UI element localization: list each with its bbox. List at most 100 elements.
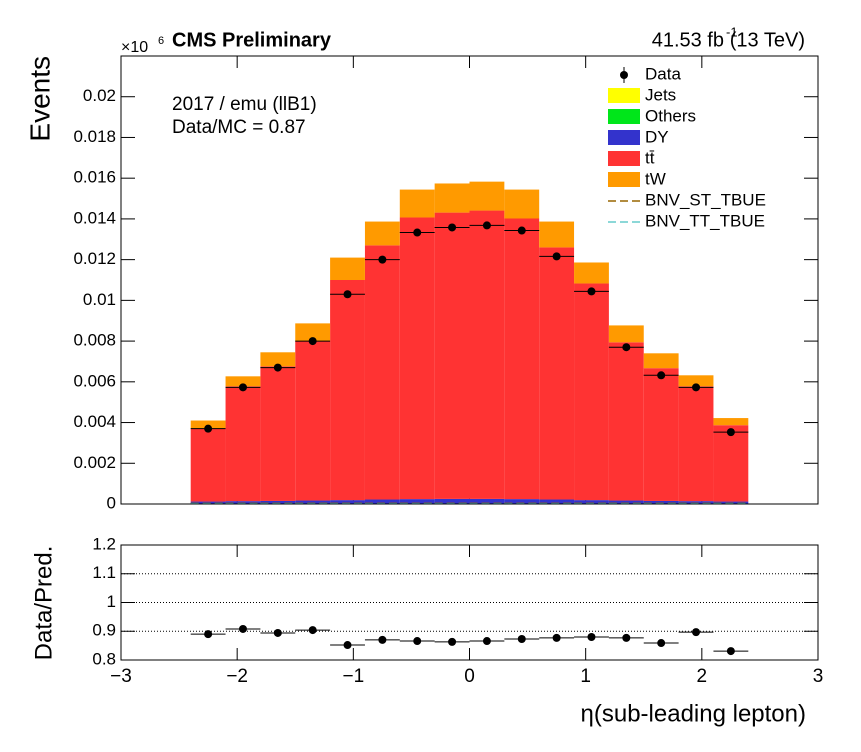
y-tick-label: 1.1 (92, 563, 116, 582)
bar-segment (225, 376, 261, 387)
data-point (273, 363, 282, 372)
data-point (587, 287, 596, 296)
bar-segment (713, 501, 749, 504)
bar-segment (643, 353, 679, 369)
y-tick-label: 0.9 (92, 621, 116, 640)
chart-title: CMS Preliminary (172, 29, 332, 51)
y-tick-label: 0.8 (92, 649, 116, 668)
legend-label: BNV_TT_TBUE (645, 211, 765, 230)
y-tick-label: 0.006 (73, 371, 116, 390)
y-tick-label: 0.008 (73, 331, 116, 350)
energy: (13 TeV) (730, 29, 805, 51)
ratio-point (587, 633, 596, 641)
bar-segment (574, 500, 609, 504)
ratio-point (308, 626, 317, 635)
ratio-point (413, 637, 422, 646)
bar-segment (364, 221, 400, 246)
bar-segment (574, 283, 609, 501)
bar-segment (399, 499, 435, 504)
bar-segment (539, 221, 575, 248)
y-tick-label: 0.002 (73, 453, 116, 472)
ratio-point (448, 637, 457, 646)
bar-segment (190, 420, 226, 429)
ratio-point (657, 639, 666, 648)
y-tick-label: 0.01 (83, 290, 116, 309)
data-point (343, 290, 352, 299)
data-point (413, 228, 422, 237)
legend-label: tW (645, 169, 666, 188)
y-tick-label: 0.016 (73, 168, 116, 187)
bar-segment (678, 375, 714, 387)
bar-segment (469, 498, 505, 504)
ratio-point (482, 637, 491, 646)
plot-frame (120, 55, 819, 505)
bar-segment (399, 189, 435, 218)
y-tick-label: 0.018 (73, 127, 116, 146)
y-tick-label: 0 (107, 493, 116, 512)
bar-segment (643, 500, 679, 504)
bar-segment (608, 342, 644, 501)
data-point (726, 428, 735, 437)
y-tick-label: 1 (107, 592, 116, 611)
x-tick-label: 0 (464, 666, 475, 687)
bar-segment (225, 501, 261, 504)
annotation: 2017 / emu (llB1) (172, 94, 317, 115)
x-tick-label: −1 (342, 666, 364, 687)
bar-segment (434, 183, 470, 213)
ratio-point (273, 628, 282, 637)
bar-segment (504, 218, 540, 500)
legend-label: DY (645, 127, 669, 146)
ratio-point (378, 635, 387, 644)
data-point (622, 343, 631, 352)
legend-label: Others (645, 106, 696, 125)
bar-segment (330, 500, 365, 504)
legend-label: Jets (645, 85, 676, 104)
bar-segment (713, 425, 749, 502)
x-tick-label: 3 (813, 666, 824, 687)
ratio-point (204, 630, 213, 639)
bar-segment (295, 500, 331, 504)
scale-exponent: 6 (158, 35, 164, 47)
bar-segment (469, 210, 505, 499)
bar-segment (643, 368, 679, 501)
ratio-point (726, 647, 735, 656)
legend-label: BNV_ST_TBUE (645, 190, 766, 209)
ratio-point (692, 628, 701, 637)
x-axis-label: η(sub-leading lepton) (581, 700, 806, 727)
y-tick-label: 0.004 (73, 412, 116, 431)
bar-segment (434, 498, 470, 504)
ratio-point (622, 633, 631, 642)
bar-segment (225, 386, 261, 502)
bar-segment (678, 501, 714, 504)
scale-label: ×10 (121, 39, 148, 56)
legend-swatch (608, 172, 640, 187)
y-tick-label: 0.014 (73, 208, 116, 227)
x-tick-label: −3 (110, 666, 132, 687)
bar-segment (713, 418, 749, 426)
bar-segment (399, 217, 435, 500)
ratio-point (552, 633, 561, 642)
annotation: Data/MC = 0.87 (172, 117, 306, 138)
plot-frame (120, 544, 819, 661)
data-point (448, 223, 457, 232)
bar-segment (330, 257, 365, 280)
y-tick-label: 0.02 (83, 86, 116, 105)
bar-segment (434, 212, 470, 499)
bar-segment (190, 428, 226, 502)
bar-segment (574, 262, 609, 284)
legend-swatch (608, 109, 640, 124)
ratio-point (517, 635, 526, 644)
bar-segment (539, 247, 575, 500)
bar-segment (469, 181, 505, 211)
data-point (378, 255, 387, 264)
bar-segment (295, 323, 331, 342)
lumi-exponent: -1 (726, 24, 738, 39)
legend-label: Data (645, 64, 681, 83)
data-point (238, 383, 247, 392)
bar-segment (608, 500, 644, 504)
data-point (552, 252, 561, 261)
bar-segment (504, 499, 540, 504)
bar-segment (364, 499, 400, 504)
bar-segment (260, 500, 296, 504)
